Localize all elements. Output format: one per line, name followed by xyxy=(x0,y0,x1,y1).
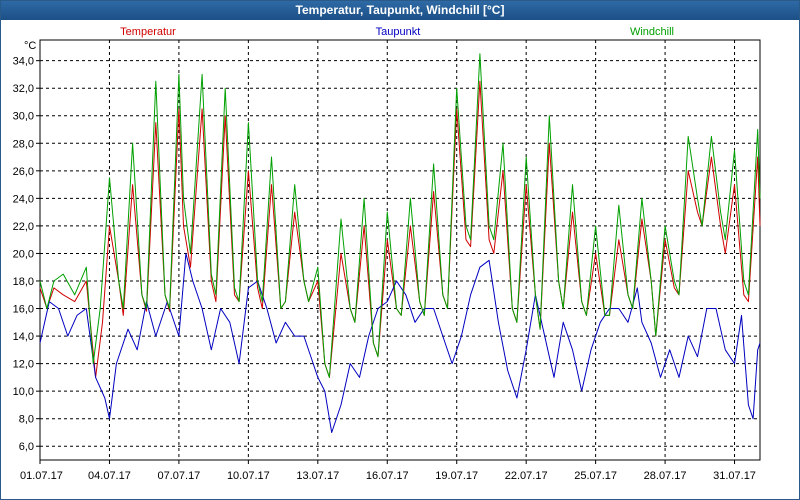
y-axis-unit-label: °C xyxy=(24,40,36,52)
x-tick-label: 19.07.17 xyxy=(435,470,478,482)
legend-entry-windchill: Windchill xyxy=(630,26,674,38)
x-tick-label: 07.07.17 xyxy=(157,470,200,482)
y-tick-label: 24,0 xyxy=(13,193,34,205)
y-tick-label: 30,0 xyxy=(13,111,34,123)
y-tick-label: 34,0 xyxy=(13,56,34,68)
y-axis-ticks: 6,0 8,0 10,0 12,0 14,0 16,0 18,0 20,0 22,0 24,0 26… xyxy=(13,56,40,453)
plot-area xyxy=(39,39,761,461)
y-tick-label: 6,0 xyxy=(19,441,34,453)
y-tick-label: 12,0 xyxy=(13,359,34,371)
chart-title: Temperatur, Taupunkt, Windchill [°C] xyxy=(1,1,799,20)
y-tick-label: 10,0 xyxy=(13,386,34,398)
series-line-windchill xyxy=(39,53,761,378)
x-tick-label: 01.07.17 xyxy=(20,470,63,482)
y-tick-label: 16,0 xyxy=(13,304,34,316)
x-tick-label: 16.07.17 xyxy=(366,470,409,482)
legend-entry-temperatur: Temperatur xyxy=(120,26,176,38)
x-tick-label: 31.07.17 xyxy=(713,470,756,482)
legend: Temperatur Taupunkt Windchill xyxy=(120,26,674,38)
y-tick-label: 28,0 xyxy=(13,138,34,150)
y-tick-label: 22,0 xyxy=(13,221,34,233)
y-tick-label: 26,0 xyxy=(13,166,34,178)
y-tick-label: 32,0 xyxy=(13,83,34,95)
legend-entry-taupunkt: Taupunkt xyxy=(376,26,421,38)
x-tick-label: 28.07.17 xyxy=(644,470,687,482)
series-line-taupunkt xyxy=(39,252,761,433)
y-tick-label: 18,0 xyxy=(13,276,34,288)
x-tick-label: 22.07.17 xyxy=(505,470,548,482)
x-tick-label: 13.07.17 xyxy=(296,470,339,482)
x-tick-label: 25.07.17 xyxy=(574,470,617,482)
y-tick-label: 14,0 xyxy=(13,331,34,343)
x-axis-ticks: 01.07.17 04.07.17 07.07.17 10.07.17 13.07.17… xyxy=(20,460,756,482)
y-tick-label: 8,0 xyxy=(19,414,34,426)
data-series xyxy=(39,53,761,433)
x-tick-label: 04.07.17 xyxy=(88,470,131,482)
y-tick-label: 20,0 xyxy=(13,248,34,260)
x-tick-label: 10.07.17 xyxy=(227,470,270,482)
